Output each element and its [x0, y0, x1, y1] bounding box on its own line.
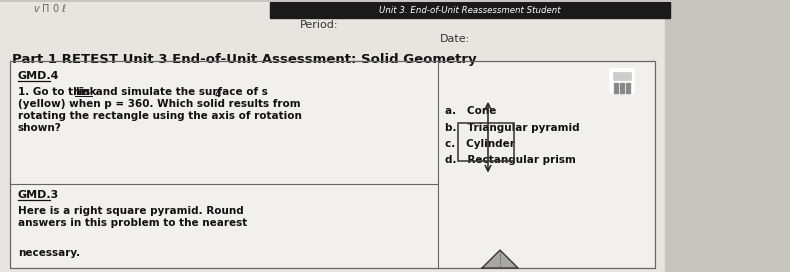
Bar: [614, 83, 618, 86]
Text: necessary.: necessary.: [18, 248, 80, 258]
Bar: [614, 90, 618, 92]
Text: Part 1 RETEST Unit 3 End-of-Unit Assessment: Solid Geometry: Part 1 RETEST Unit 3 End-of-Unit Assessm…: [12, 53, 476, 66]
Text: Period:: Period:: [300, 20, 338, 30]
Bar: [0, 2, 665, 272]
Text: $v$ $\Pi$ 0 $\ell$: $v$ $\Pi$ 0 $\ell$: [33, 2, 67, 14]
Bar: [613, 72, 631, 80]
Bar: [610, 69, 634, 93]
Bar: [10, 61, 655, 268]
Text: GMD.4: GMD.4: [18, 71, 59, 81]
Text: GMD.3: GMD.3: [18, 190, 59, 200]
Bar: [665, 2, 790, 272]
Bar: [626, 83, 630, 86]
Text: Here is a right square pyramid. Round: Here is a right square pyramid. Round: [18, 206, 244, 216]
Bar: [626, 90, 630, 92]
Bar: [626, 86, 630, 89]
Text: rotating the rectangle using the axis of rotation: rotating the rectangle using the axis of…: [18, 111, 302, 121]
Text: link: link: [75, 87, 97, 97]
Bar: [620, 83, 624, 86]
Bar: [458, 123, 514, 161]
Bar: [270, 2, 670, 18]
Text: Unit 3. End-of-Unit Reassessment Student: Unit 3. End-of-Unit Reassessment Student: [379, 6, 561, 15]
Bar: [620, 86, 624, 89]
Polygon shape: [482, 250, 518, 268]
Bar: [10, 61, 655, 268]
Bar: [614, 86, 618, 89]
Text: shown?: shown?: [18, 123, 62, 133]
Text: 4: 4: [215, 90, 220, 99]
Text: answers in this problem to the nearest: answers in this problem to the nearest: [18, 218, 247, 228]
Text: a.   Cone: a. Cone: [445, 106, 496, 116]
Text: c.   Cylinder: c. Cylinder: [445, 139, 515, 149]
Text: b.   Triangular pyramid: b. Triangular pyramid: [445, 123, 580, 133]
Text: Date:: Date:: [440, 34, 470, 44]
Text: d.   Rectangular prism: d. Rectangular prism: [445, 155, 576, 165]
Text: (yellow) when p = 360. Which solid results from: (yellow) when p = 360. Which solid resul…: [18, 99, 301, 109]
Text: and simulate the surface of s: and simulate the surface of s: [92, 87, 268, 97]
Text: 1. Go to this: 1. Go to this: [18, 87, 94, 97]
Bar: [620, 90, 624, 92]
